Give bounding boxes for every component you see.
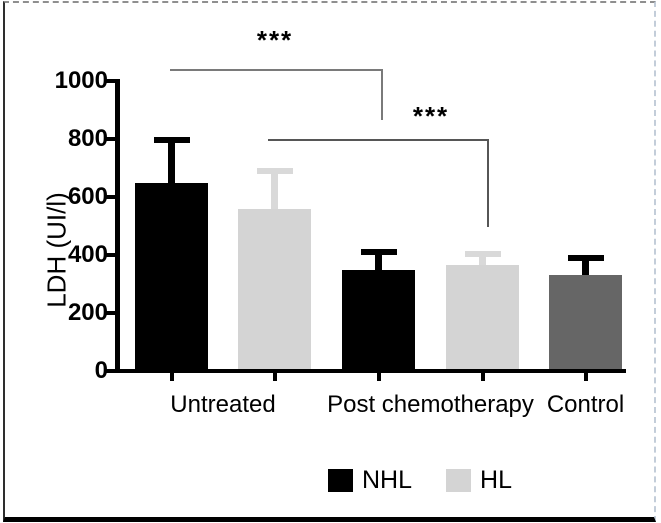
bar-control-control bbox=[549, 275, 622, 373]
legend: NHL HL bbox=[328, 466, 512, 495]
x-axis-tick bbox=[169, 373, 174, 381]
legend-label: NHL bbox=[362, 466, 413, 494]
legend-swatch-hl bbox=[446, 469, 472, 492]
legend-label: HL bbox=[480, 466, 512, 494]
x-category-label: Untreated bbox=[170, 391, 276, 418]
legend-swatch-nhl bbox=[328, 469, 353, 492]
x-axis-tick bbox=[376, 373, 381, 381]
y-tick-label: 200 bbox=[67, 299, 108, 326]
x-axis-tick bbox=[583, 373, 588, 381]
significance-stars: *** bbox=[412, 101, 450, 131]
y-axis-tick bbox=[106, 195, 115, 199]
y-tick-label: 600 bbox=[67, 183, 108, 210]
y-axis-line bbox=[115, 79, 120, 373]
error-bar-cap-nhl bbox=[153, 137, 190, 144]
error-bar-stem-nhl bbox=[375, 254, 382, 276]
significance-stars: *** bbox=[256, 25, 294, 55]
y-axis-tick bbox=[106, 137, 115, 141]
error-bar-cap-control bbox=[567, 254, 604, 261]
bar-hl-untreated bbox=[238, 208, 311, 373]
sig-bracket-drop bbox=[381, 69, 383, 120]
bar-hl-post-chemotherapy bbox=[446, 265, 519, 373]
y-tick-label: 0 bbox=[94, 357, 108, 384]
bar-nhl-untreated bbox=[135, 182, 208, 373]
y-axis-tick bbox=[106, 79, 115, 83]
x-category-label: Post chemotherapy bbox=[327, 391, 534, 418]
error-bar-cap-nhl bbox=[360, 249, 397, 256]
y-axis-tick bbox=[106, 369, 115, 373]
legend-entry-hl: HL bbox=[446, 466, 512, 495]
x-axis-line bbox=[115, 369, 626, 373]
x-category-label: Control bbox=[546, 391, 625, 418]
y-tick-label: 1000 bbox=[54, 67, 108, 94]
y-tick-label: 400 bbox=[67, 241, 108, 268]
legend-entry-nhl: NHL bbox=[328, 466, 412, 495]
error-bar-stem-hl bbox=[271, 172, 278, 215]
bar-nhl-post-chemotherapy bbox=[342, 269, 415, 373]
y-axis-tick bbox=[106, 311, 115, 315]
sig-bracket-line bbox=[268, 139, 489, 141]
sig-bracket-drop bbox=[487, 139, 489, 227]
error-bar-cap-hl bbox=[464, 250, 501, 257]
error-bar-stem-nhl bbox=[168, 142, 175, 189]
x-axis-tick bbox=[480, 373, 485, 381]
error-bar-stem-control bbox=[582, 259, 589, 282]
x-axis-tick bbox=[272, 373, 277, 381]
y-tick-label: 800 bbox=[67, 125, 108, 152]
error-bar-stem-hl bbox=[479, 255, 486, 272]
sig-bracket-line bbox=[170, 69, 383, 71]
y-axis-tick bbox=[106, 253, 115, 257]
error-bar-cap-hl bbox=[256, 167, 293, 174]
